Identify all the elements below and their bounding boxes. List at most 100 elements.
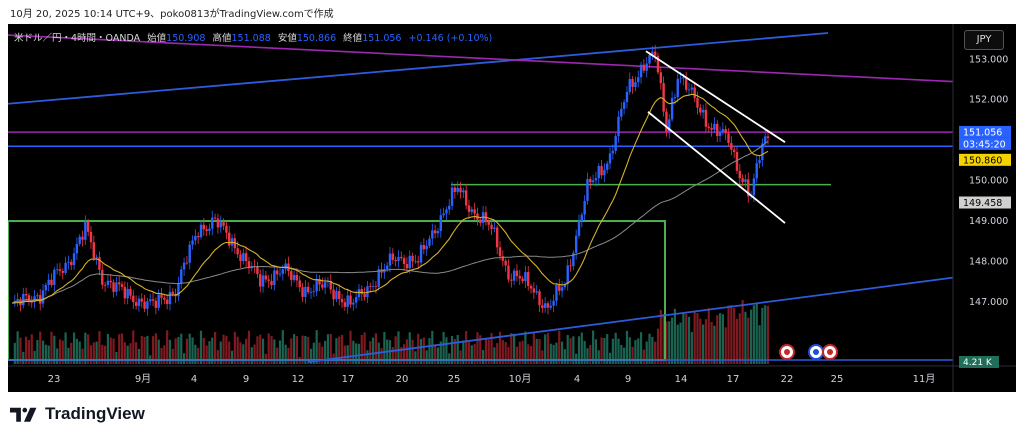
volume-bar <box>194 344 197 364</box>
currency-button[interactable]: JPY <box>964 30 1004 50</box>
candle-body <box>507 265 510 280</box>
candle-body <box>574 235 578 253</box>
volume-bar <box>27 340 31 364</box>
volume-bar <box>422 337 425 364</box>
candle-body <box>92 242 96 259</box>
high-label: 高値 <box>212 33 232 44</box>
chart-panel[interactable]: 153.000 152.000 150.000 149.000 148.000 147.0… <box>8 24 1016 392</box>
x-tick-label: 11月 <box>913 373 936 385</box>
volume-bar <box>546 332 550 364</box>
candle-body <box>402 258 406 264</box>
volume-bar <box>467 342 471 364</box>
candle-body <box>591 180 595 183</box>
y-tick-label: 147.000 <box>969 297 1008 308</box>
volume-bar <box>36 340 39 364</box>
volume-bar <box>560 341 564 364</box>
candle-body <box>701 109 705 113</box>
candle-body <box>143 301 146 309</box>
volume-label-bg <box>959 356 999 368</box>
candle-body <box>470 209 474 212</box>
volume-bar <box>13 342 16 364</box>
volume-bar <box>639 332 643 364</box>
candle-body <box>741 178 744 183</box>
candle-body <box>267 279 270 281</box>
volume-bar <box>476 332 479 364</box>
candle-body <box>687 89 691 91</box>
tradingview-brand[interactable]: TradingView <box>10 404 145 424</box>
candle-body <box>504 260 507 266</box>
candle-body <box>535 291 538 293</box>
volume-bar <box>631 346 634 364</box>
volume-bar <box>369 341 372 364</box>
volume-bar <box>106 333 110 364</box>
volume-bar <box>329 334 332 364</box>
candle-body <box>160 294 163 298</box>
candle-body <box>371 286 375 288</box>
volume-bar <box>662 313 665 364</box>
volume-bar <box>233 331 236 364</box>
x-tick-label: 4 <box>574 374 580 385</box>
volume-bar <box>135 342 138 364</box>
volume-bar <box>735 318 739 364</box>
volume-bar <box>414 351 417 364</box>
volume-bar <box>566 335 569 364</box>
volume-bar <box>363 332 366 364</box>
volume-bar <box>292 334 296 364</box>
price-chart[interactable]: 153.000 152.000 150.000 149.000 148.000 147.0… <box>8 24 1016 392</box>
candle-body <box>16 299 19 301</box>
candle-body <box>188 244 191 263</box>
volume-bar <box>453 338 456 364</box>
candle-body <box>552 300 555 306</box>
volume-bar <box>126 345 129 364</box>
candle-body <box>363 294 366 298</box>
volume-bar <box>738 313 741 364</box>
candle-body <box>608 153 612 164</box>
volume-bar <box>645 341 648 364</box>
candle-body <box>171 291 174 294</box>
x-tick-label: 9 <box>625 374 631 385</box>
volume-bar <box>81 348 84 364</box>
x-tick-label: 14 <box>675 374 688 385</box>
volume-bar <box>648 333 651 364</box>
candle-body <box>684 77 688 90</box>
volume-bar <box>92 342 95 364</box>
volume-bar <box>95 341 98 364</box>
candle-body <box>546 303 550 308</box>
candle-body <box>662 83 665 112</box>
volume-bar <box>109 337 112 364</box>
volume-bar <box>656 328 660 364</box>
volume-bar <box>617 338 620 364</box>
candle-body <box>518 276 521 279</box>
x-tick-label: 25 <box>448 374 461 385</box>
candle-body <box>301 287 304 297</box>
candle-body <box>693 87 696 99</box>
candle-body <box>549 305 552 308</box>
candle-body <box>563 284 567 288</box>
x-tick-label: 17 <box>727 374 740 385</box>
volume-bar <box>267 333 270 364</box>
volume-bar <box>603 337 606 364</box>
candle-body <box>428 238 431 246</box>
volume-bar <box>442 331 445 364</box>
candle-body <box>645 63 648 71</box>
candle-body <box>132 295 135 303</box>
candle-body <box>391 253 395 260</box>
volume-bar <box>236 336 239 364</box>
candle-body <box>560 287 564 291</box>
volume-bar <box>112 338 115 364</box>
candle-body <box>673 97 677 99</box>
candle-body <box>431 230 434 239</box>
volume-bar <box>160 347 163 364</box>
volume-bar <box>228 341 231 364</box>
volume-bar <box>555 342 558 364</box>
candle-body <box>606 163 609 170</box>
candle-body <box>98 257 101 270</box>
y-tick-label: 152.000 <box>969 95 1008 106</box>
candle-body <box>405 263 409 269</box>
candle-body <box>541 305 544 308</box>
candle-body <box>202 224 206 230</box>
volume-bar <box>733 308 736 364</box>
candle-body <box>149 299 152 302</box>
volume-bar <box>572 336 575 364</box>
y-tick-label: 148.000 <box>969 256 1008 267</box>
